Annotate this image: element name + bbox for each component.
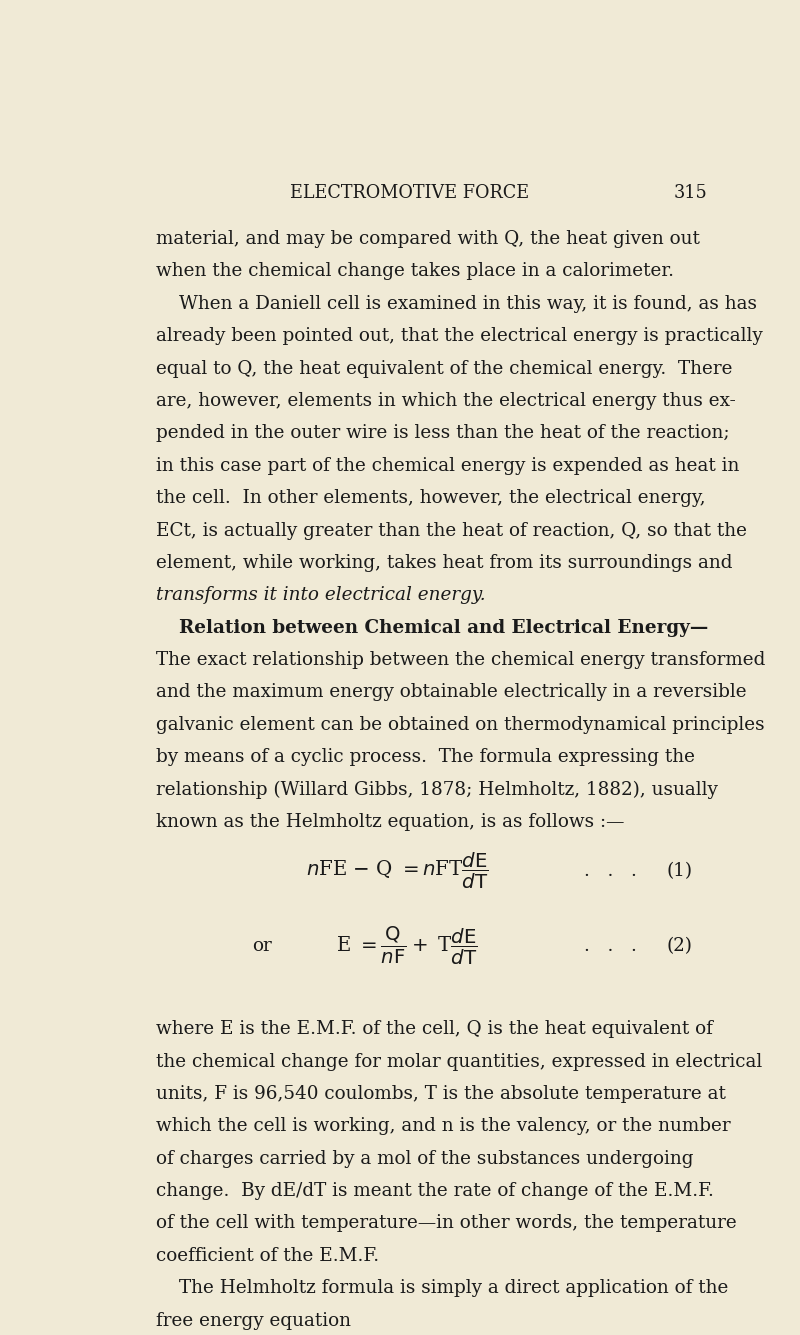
Text: 315: 315 [674,184,707,202]
Text: .   .   .: . . . [584,862,637,880]
Text: of the cell with temperature—in other words, the temperature: of the cell with temperature—in other wo… [156,1215,737,1232]
Text: or: or [252,937,272,955]
Text: ECt, is actually greater than the heat of reaction, Q, so that the: ECt, is actually greater than the heat o… [156,522,747,539]
Text: known as the Helmholtz equation, is as follows :—: known as the Helmholtz equation, is as f… [156,813,624,830]
Text: are, however, elements in which the electrical energy thus ex-: are, however, elements in which the elec… [156,392,735,410]
Text: of charges carried by a mol of the substances undergoing: of charges carried by a mol of the subst… [156,1149,694,1168]
Text: in this case part of the chemical energy is expended as heat in: in this case part of the chemical energy… [156,457,739,475]
Text: element, while working, takes heat from its surroundings and: element, while working, takes heat from … [156,554,732,571]
Text: relationship (Willard Gibbs, 1878; Helmholtz, 1882), usually: relationship (Willard Gibbs, 1878; Helmh… [156,781,718,798]
Text: the cell.  In other elements, however, the electrical energy,: the cell. In other elements, however, th… [156,489,706,507]
Text: equal to Q, the heat equivalent of the chemical energy.  There: equal to Q, the heat equivalent of the c… [156,359,732,378]
Text: change.  By dE/dT is meant the rate of change of the E.M.F.: change. By dE/dT is meant the rate of ch… [156,1181,714,1200]
Text: coefficient of the E.M.F.: coefficient of the E.M.F. [156,1247,379,1264]
Text: already been pointed out, that the electrical energy is practically: already been pointed out, that the elect… [156,327,762,346]
Text: free energy equation: free energy equation [156,1311,350,1330]
Text: by means of a cyclic process.  The formula expressing the: by means of a cyclic process. The formul… [156,748,694,766]
Text: $n$FE $-$ Q $= n$FT$\dfrac{d\mathrm{E}}{d\mathrm{T}}$: $n$FE $-$ Q $= n$FT$\dfrac{d\mathrm{E}}{… [306,852,489,892]
Text: E $= \dfrac{\mathrm{Q}}{n\mathrm{F}} +$ T$\dfrac{d\mathrm{E}}{d\mathrm{T}}$: E $= \dfrac{\mathrm{Q}}{n\mathrm{F}} +$ … [336,925,478,967]
Text: transforms it into electrical energy.: transforms it into electrical energy. [156,586,486,605]
Text: the chemical change for molar quantities, expressed in electrical: the chemical change for molar quantities… [156,1052,762,1071]
Text: pended in the outer wire is less than the heat of the reaction;: pended in the outer wire is less than th… [156,425,730,442]
Text: The Helmholtz formula is simply a direct application of the: The Helmholtz formula is simply a direct… [179,1279,729,1298]
Text: when the chemical change takes place in a calorimeter.: when the chemical change takes place in … [156,263,674,280]
Text: Relation between Chemical and Electrical Energy—: Relation between Chemical and Electrical… [179,618,709,637]
Text: ELECTROMOTIVE FORCE: ELECTROMOTIVE FORCE [290,184,530,202]
Text: (2): (2) [666,937,692,955]
Text: When a Daniell cell is examined in this way, it is found, as has: When a Daniell cell is examined in this … [179,295,758,312]
Text: galvanic element can be obtained on thermodynamical principles: galvanic element can be obtained on ther… [156,716,765,734]
Text: .   .   .: . . . [584,937,637,955]
Text: units, F is 96,540 coulombs, T is the absolute temperature at: units, F is 96,540 coulombs, T is the ab… [156,1085,726,1103]
Text: where E is the E.M.F. of the cell, Q is the heat equivalent of: where E is the E.M.F. of the cell, Q is … [156,1020,713,1039]
Text: (1): (1) [666,862,692,880]
Text: and the maximum energy obtainable electrically in a reversible: and the maximum energy obtainable electr… [156,684,746,701]
Text: which the cell is working, and n is the valency, or the number: which the cell is working, and n is the … [156,1117,730,1135]
Text: material, and may be compared with Q, the heat given out: material, and may be compared with Q, th… [156,230,700,248]
Text: The exact relationship between the chemical energy transformed: The exact relationship between the chemi… [156,651,765,669]
